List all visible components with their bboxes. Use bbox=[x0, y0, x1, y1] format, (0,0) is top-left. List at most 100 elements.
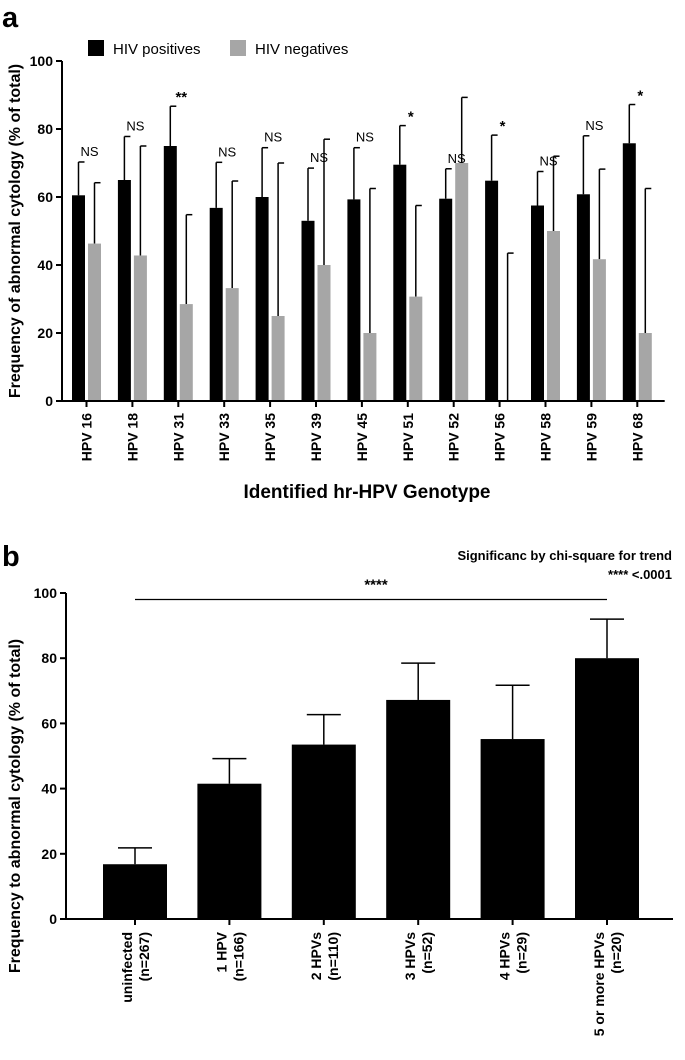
panel-b-y-tick-label: 80 bbox=[41, 650, 57, 666]
x-tick-label-2-hpvs: 2 HPVs bbox=[308, 932, 324, 980]
bar-hiv-positives-hpv-16 bbox=[72, 195, 85, 401]
bar-hiv-positives-hpv-39 bbox=[301, 220, 315, 401]
bar-4-hpvs bbox=[480, 739, 545, 919]
bar-hiv-negatives-hpv-59 bbox=[592, 259, 606, 401]
panel-a-bars bbox=[72, 143, 652, 401]
x-tick-label-hpv-33: HPV 33 bbox=[216, 413, 232, 461]
bar-2-hpvs bbox=[291, 744, 356, 919]
significance-annotation: * bbox=[637, 88, 643, 105]
x-tick-label-count: (n=20) bbox=[608, 932, 624, 974]
bar-hiv-positives-hpv-35 bbox=[255, 197, 269, 401]
x-tick-label-count: (n=267) bbox=[136, 932, 152, 981]
significance-annotation: * bbox=[408, 109, 414, 126]
significance-annotation: NS bbox=[585, 118, 603, 133]
legend-label-hiv-negatives: HIV negatives bbox=[255, 41, 348, 58]
significance-annotation: ** bbox=[175, 89, 187, 106]
significance-annotation: NS bbox=[310, 150, 328, 165]
bar-1-hpv bbox=[197, 783, 262, 919]
x-tick-label-hpv-51: HPV 51 bbox=[400, 413, 416, 461]
x-tick-label-uninfected: uninfected bbox=[119, 932, 135, 1003]
panel-b-label: b bbox=[2, 541, 20, 573]
x-tick-label-hpv-59: HPV 59 bbox=[583, 413, 599, 461]
panel-b-note-line-2: **** <.0001 bbox=[608, 567, 672, 582]
bar-hiv-positives-hpv-45 bbox=[347, 199, 361, 401]
x-tick-label-hpv-68: HPV 68 bbox=[629, 413, 645, 461]
panel-b-error-bars bbox=[118, 618, 624, 865]
bar-hiv-negatives-hpv-16 bbox=[88, 243, 101, 401]
x-tick-label-hpv-58: HPV 58 bbox=[538, 413, 554, 461]
x-tick-label-hpv-35: HPV 35 bbox=[262, 413, 278, 461]
panel-a-label: a bbox=[2, 2, 19, 34]
panel-a-y-tick-label: 20 bbox=[37, 325, 53, 341]
x-tick-label-hpv-52: HPV 52 bbox=[446, 413, 462, 461]
bar-hiv-negatives-hpv-18 bbox=[133, 255, 147, 401]
panel-b-bars bbox=[103, 658, 639, 919]
bar-hiv-positives-hpv-56 bbox=[485, 180, 499, 401]
panel-a-y-axis: 0 20 40 60 80 100 bbox=[30, 53, 63, 409]
legend-swatch-hiv-positives bbox=[88, 40, 104, 56]
panel-a-annotations: NS NS ** NS NS NS NS * NS * NS NS * bbox=[80, 88, 643, 169]
panel-a-y-tick-label: 100 bbox=[30, 53, 54, 69]
panel-a-x-axis-label: Identified hr-HPV Genotype bbox=[243, 482, 490, 503]
panel-b-y-tick-label: 20 bbox=[41, 846, 57, 862]
significance-annotation: NS bbox=[264, 130, 282, 145]
x-tick-label-hpv-16: HPV 16 bbox=[79, 413, 95, 461]
bar-hiv-positives-hpv-58 bbox=[531, 205, 544, 401]
panel-a-y-tick-label: 80 bbox=[37, 121, 53, 137]
x-tick-label-hpv-18: HPV 18 bbox=[124, 413, 140, 461]
bar-hiv-negatives-hpv-33 bbox=[225, 288, 239, 401]
bar-hiv-negatives-hpv-51 bbox=[409, 296, 423, 401]
bar-hiv-positives-hpv-31 bbox=[163, 146, 177, 401]
significance-annotation: NS bbox=[356, 130, 374, 145]
significance-annotation: * bbox=[500, 118, 506, 135]
significance-label: **** bbox=[364, 577, 388, 594]
x-tick-label-1-hpv: 1 HPV bbox=[213, 931, 229, 972]
significance-annotation: NS bbox=[448, 151, 466, 166]
bar-hiv-negatives-hpv-35 bbox=[271, 316, 285, 401]
x-tick-label-5-or-more-hpvs: 5 or more HPVs bbox=[591, 932, 607, 1036]
panel-a-legend: HIV positives HIV negatives bbox=[88, 40, 348, 58]
bar-hiv-positives-hpv-51 bbox=[393, 164, 407, 401]
panel-a-error-bars bbox=[77, 96, 652, 401]
panel-b-note-line-1: Significanc by chi-square for trend bbox=[457, 548, 672, 563]
significance-annotation: NS bbox=[218, 144, 236, 159]
bar-hiv-positives-hpv-18 bbox=[117, 180, 131, 401]
panel-b-y-tick-label: 100 bbox=[34, 585, 58, 601]
panel-b-y-tick-label: 60 bbox=[41, 715, 57, 731]
panel-b-significance: **** bbox=[135, 577, 607, 601]
x-tick-label-count: (n=110) bbox=[325, 932, 341, 981]
bar-hiv-negatives-hpv-58 bbox=[547, 231, 560, 401]
bar-hiv-negatives-hpv-39 bbox=[317, 265, 331, 401]
panel-b-x-axis: uninfected (n=267) 1 HPV (n=166) 2 HPVs (n=11… bbox=[65, 918, 673, 1036]
panel-a-y-axis-label: Frequency of abnormal cytology (% of tot… bbox=[7, 64, 24, 398]
bar-hiv-negatives-hpv-31 bbox=[179, 304, 193, 401]
panel-a-y-tick-label: 0 bbox=[45, 393, 53, 409]
x-tick-label-hpv-39: HPV 39 bbox=[308, 413, 324, 461]
legend-label-hiv-positives: HIV positives bbox=[113, 41, 201, 58]
bar-hiv-positives-hpv-68 bbox=[622, 143, 636, 401]
legend-swatch-hiv-negatives bbox=[230, 40, 246, 56]
x-tick-label-hpv-31: HPV 31 bbox=[170, 413, 186, 461]
x-tick-label-count: (n=29) bbox=[514, 932, 530, 974]
significance-annotation: NS bbox=[80, 144, 98, 159]
x-tick-label-count: (n=52) bbox=[419, 932, 435, 974]
bar-hiv-positives-hpv-59 bbox=[576, 194, 590, 401]
panel-a-x-axis: HPV 16 HPV 18 HPV 31 HPV 33 HPV 35 HPV 39 HPV … bbox=[61, 400, 665, 461]
x-tick-label-3-hpvs: 3 HPVs bbox=[402, 932, 418, 980]
x-tick-label-hpv-45: HPV 45 bbox=[354, 413, 370, 461]
panel-b-y-tick-label: 0 bbox=[49, 911, 57, 927]
significance-annotation: NS bbox=[126, 118, 144, 133]
bar-hiv-negatives-hpv-68 bbox=[638, 333, 652, 401]
bar-hiv-positives-hpv-52 bbox=[439, 198, 453, 401]
panel-b-y-axis: 0 20 40 60 80 100 bbox=[34, 585, 67, 927]
panel-b-y-axis-label: Frequency to abnormal cytology (% of tot… bbox=[7, 639, 24, 973]
bar-uninfected bbox=[103, 864, 167, 919]
panel-a-y-tick-label: 60 bbox=[37, 189, 53, 205]
x-tick-label-4-hpvs: 4 HPVs bbox=[497, 932, 513, 980]
bar-hiv-positives-hpv-33 bbox=[209, 207, 223, 401]
x-tick-label-count: (n=166) bbox=[230, 932, 246, 981]
bar-hiv-negatives-hpv-52 bbox=[455, 163, 469, 401]
bar-3-hpvs bbox=[386, 699, 451, 919]
significance-annotation: NS bbox=[539, 154, 557, 169]
